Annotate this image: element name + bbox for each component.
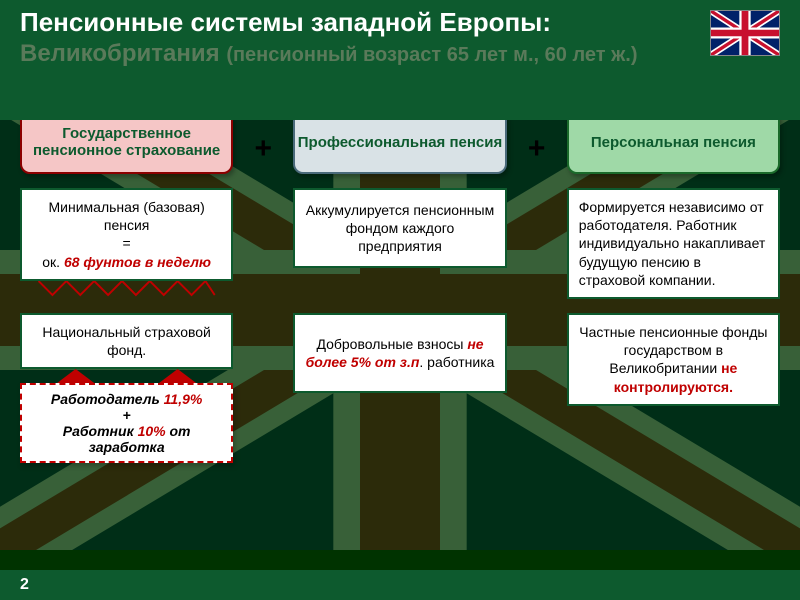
employer-rate: 11,9%: [164, 391, 203, 407]
text: Формируется независимо от работодателя. …: [579, 199, 766, 288]
professional-fund-box: Аккумулируется пенсионным фондом каждого…: [293, 188, 506, 268]
text: ок.: [42, 254, 64, 270]
plus-icon: +: [525, 132, 549, 166]
slide-header: Пенсионные системы западной Европы: Вели…: [0, 0, 800, 120]
private-funds-box: Частные пенсионные фонды государством в …: [567, 313, 780, 406]
subtitle-country: Великобритания: [20, 40, 220, 67]
text: . работника: [419, 354, 494, 370]
text: Работодатель: [51, 391, 164, 407]
zigzag-connector-icon: [20, 281, 233, 297]
pillar-state-label: Государственное пенсионное страхование: [22, 125, 231, 159]
state-basic-pension-box: Минимальная (базовая) пенсия = ок. 68 фу…: [20, 188, 233, 281]
amount: 68 фунтов в неделю: [64, 254, 211, 270]
pillar-personal-label: Персональная пенсия: [591, 134, 756, 151]
slide-subtitle: Великобритания (пенсионный возраст 65 ле…: [20, 40, 780, 68]
info-row-2: Национальный страховой фонд. Работодател…: [20, 313, 780, 463]
national-insurance-fund-box: Национальный страховой фонд.: [20, 313, 233, 369]
triangle-up-connector-icon: [20, 369, 233, 383]
text: Работник: [63, 423, 138, 439]
page-number: 2: [0, 570, 800, 600]
slide-content: Государственное пенсионное страхование +…: [0, 110, 800, 463]
uk-flag-icon: [710, 10, 780, 56]
subtitle-age: (пенсионный возраст 65 лет м., 60 лет ж.…: [226, 44, 637, 66]
slide-title: Пенсионные системы западной Европы:: [20, 8, 780, 38]
contributions-box: Работодатель 11,9% + Работник 10% от зар…: [20, 383, 233, 463]
text: Аккумулируется пенсионным фондом каждого…: [305, 201, 494, 256]
text: Добровольные взносы: [316, 336, 467, 352]
voluntary-contributions-box: Добровольные взносы не более 5% от з.п. …: [293, 313, 506, 393]
info-row-1: Минимальная (базовая) пенсия = ок. 68 фу…: [20, 188, 780, 299]
text: +: [123, 407, 131, 423]
text: Национальный страховой фонд.: [32, 323, 221, 359]
plus-icon: +: [251, 132, 275, 166]
text: Частные пенсионные фонды государством в …: [579, 324, 767, 376]
pillar-professional-label: Профессиональная пенсия: [298, 134, 503, 151]
text: Минимальная (базовая) пенсия: [49, 199, 205, 233]
personal-formation-box: Формируется независимо от работодателя. …: [567, 188, 780, 299]
text: =: [123, 235, 131, 251]
employee-rate: 10%: [138, 423, 170, 439]
